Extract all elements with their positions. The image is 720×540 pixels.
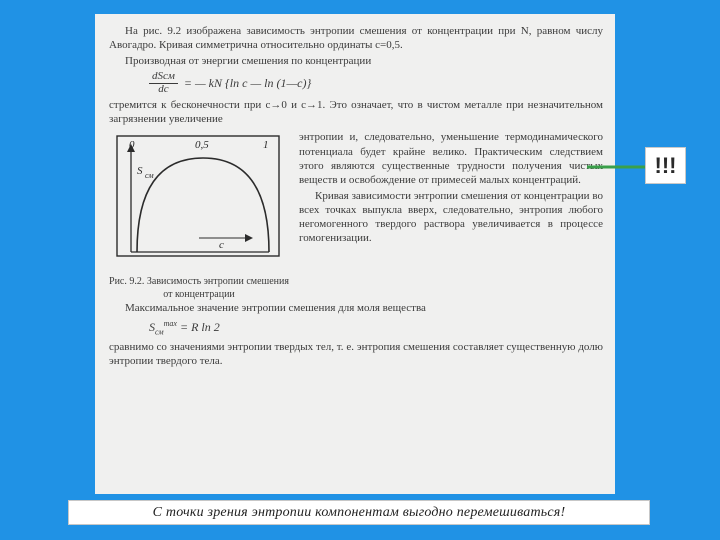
fraction-denominator: dc [155,84,171,96]
callout-connector [587,164,647,170]
figure-plot: 0 0,5 1 S см c [109,130,287,270]
callout-box: !!! [645,147,686,184]
paragraph-4: Максимальное значение энтропии смешения … [109,301,603,315]
x-axis-label: c [219,239,224,251]
entropy-curve-svg: 0 0,5 1 S см c [109,130,287,270]
formula-derivative: dSсм dc = — kN {ln c — ln (1—c)} [149,71,603,95]
bottom-caption-text: С точки зрения энтропии компонентам выго… [153,505,566,521]
axis-label-0: 0 [129,139,135,151]
bottom-caption-box: С точки зрения энтропии компонентам выго… [68,500,650,525]
axis-label-mid: 0,5 [195,139,209,151]
text-column: энтропии и, следовательно, уменьшение те… [299,130,603,301]
right-paragraph-1: энтропии и, следовательно, уменьшение те… [299,130,603,186]
figure-column: 0 0,5 1 S см c Рис. 9.2. Зависимость энт… [109,130,289,301]
paragraph-3: стремится к бесконечности при c→0 и c→1.… [109,98,603,126]
slide: На рис. 9.2 изображена зависимость энтро… [0,0,720,540]
figure-caption: Рис. 9.2. Зависимость энтропии смешения … [109,276,289,301]
fraction-numerator: dSсм [149,71,178,84]
right-paragraph-2: Кривая зависимости энтропии смешения от … [299,189,603,245]
scanned-page: На рис. 9.2 изображена зависимость энтро… [95,14,615,494]
formula-smax: Sсмmax = R ln 2 [149,319,603,338]
paragraph-1: На рис. 9.2 изображена зависимость энтро… [109,24,603,52]
axis-label-1: 1 [263,139,269,151]
fraction: dSсм dc [149,71,178,95]
callout-text: !!! [655,153,677,179]
paragraph-2: Производная от энергии смешения по конце… [109,54,603,68]
figure-and-text-row: 0 0,5 1 S см c Рис. 9.2. Зависимость энт… [109,130,603,301]
y-axis-label: S [137,165,143,177]
svg-text:см: см [145,171,154,180]
formula-rhs: = — kN {ln c — ln (1—c)} [184,76,311,91]
paragraph-5: сравнимо со значениями энтропии твердых … [109,340,603,368]
